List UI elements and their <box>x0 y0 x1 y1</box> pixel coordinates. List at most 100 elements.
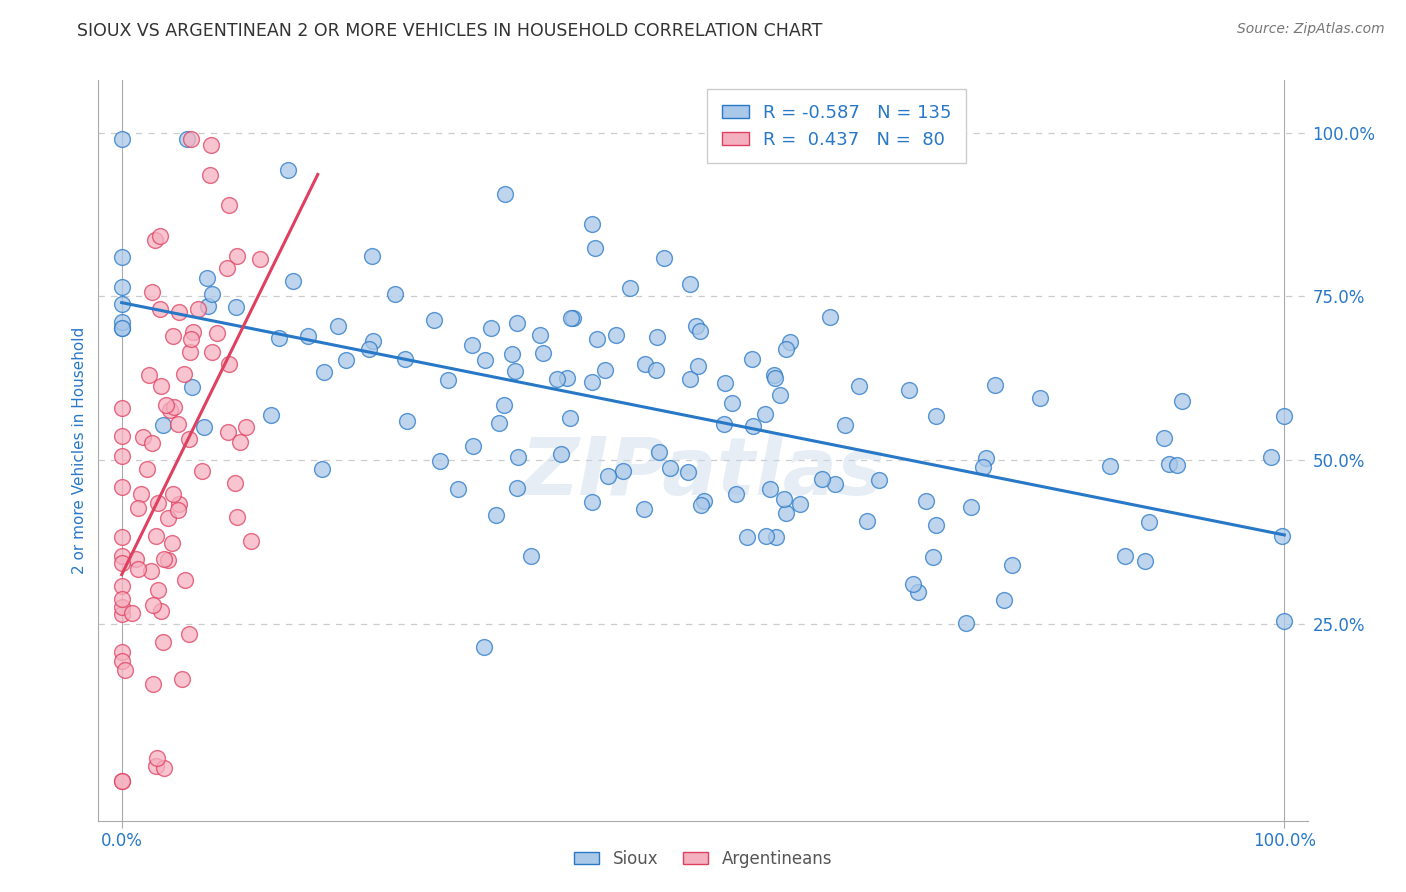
Point <box>235 420 257 434</box>
Point <box>361 334 384 349</box>
Text: ZIPatlas: ZIPatlas <box>520 434 886 512</box>
Point <box>328 318 350 333</box>
Point <box>754 407 776 421</box>
Point <box>907 585 929 599</box>
Point <box>125 551 148 566</box>
Point <box>361 249 384 263</box>
Point <box>762 368 785 382</box>
Point <box>129 487 152 501</box>
Point <box>974 451 997 466</box>
Point <box>357 342 380 356</box>
Point <box>897 384 920 398</box>
Point <box>384 287 406 301</box>
Point <box>1029 391 1052 405</box>
Point <box>789 497 811 511</box>
Legend: R = -0.587   N = 135, R =  0.437   N =  80: R = -0.587 N = 135, R = 0.437 N = 80 <box>707 89 966 163</box>
Point <box>501 347 523 361</box>
Point <box>145 529 167 543</box>
Point <box>485 508 508 523</box>
Point <box>679 372 702 386</box>
Point <box>162 329 184 343</box>
Point <box>111 449 134 463</box>
Point <box>111 280 134 294</box>
Point <box>180 332 202 346</box>
Point <box>1098 458 1121 473</box>
Point <box>581 375 603 389</box>
Point <box>152 417 174 432</box>
Point <box>143 233 166 247</box>
Point <box>1153 431 1175 445</box>
Point <box>546 372 568 386</box>
Point <box>742 419 765 434</box>
Point <box>142 677 165 691</box>
Point <box>142 598 165 612</box>
Point <box>474 353 496 368</box>
Point <box>429 454 451 468</box>
Point <box>169 497 191 511</box>
Point <box>773 492 796 507</box>
Point <box>149 604 172 618</box>
Point <box>436 373 458 387</box>
Point <box>159 402 181 417</box>
Point <box>167 305 190 319</box>
Point <box>297 328 319 343</box>
Point <box>111 401 134 415</box>
Point <box>111 592 134 607</box>
Point <box>735 530 758 544</box>
Point <box>765 530 787 544</box>
Point <box>633 501 655 516</box>
Point <box>714 376 737 391</box>
Point <box>187 301 209 316</box>
Point <box>132 430 155 444</box>
Point <box>111 549 134 564</box>
Point <box>111 132 134 146</box>
Point <box>901 577 924 591</box>
Point <box>229 435 252 450</box>
Point <box>141 285 163 300</box>
Point <box>121 606 143 620</box>
Point <box>176 132 198 146</box>
Point <box>993 593 1015 607</box>
Point <box>111 654 134 668</box>
Point <box>506 316 529 330</box>
Point <box>529 328 551 343</box>
Point <box>494 398 516 412</box>
Point <box>1001 558 1024 573</box>
Point <box>581 217 603 231</box>
Point <box>127 501 149 516</box>
Point <box>155 398 177 412</box>
Point <box>461 337 484 351</box>
Point <box>195 271 218 285</box>
Point <box>984 378 1007 392</box>
Point <box>960 500 983 514</box>
Text: Source: ZipAtlas.com: Source: ZipAtlas.com <box>1237 22 1385 37</box>
Point <box>111 579 134 593</box>
Point <box>921 549 943 564</box>
Point <box>503 364 526 378</box>
Point <box>148 582 170 597</box>
Point <box>755 529 778 543</box>
Point <box>818 310 841 324</box>
Point <box>127 562 149 576</box>
Point <box>163 400 186 414</box>
Point <box>111 320 134 334</box>
Point <box>1271 529 1294 543</box>
Point <box>658 461 681 475</box>
Point <box>146 496 169 510</box>
Point <box>111 480 134 494</box>
Point <box>581 494 603 508</box>
Point <box>472 640 495 655</box>
Point <box>848 378 870 392</box>
Point <box>1114 549 1136 564</box>
Point <box>148 229 170 244</box>
Point <box>1157 457 1180 471</box>
Point <box>162 487 184 501</box>
Point <box>721 396 744 410</box>
Point <box>531 345 554 359</box>
Point <box>111 315 134 329</box>
Point <box>181 325 204 339</box>
Point <box>1135 553 1157 567</box>
Point <box>508 450 530 465</box>
Point <box>645 330 668 344</box>
Point <box>634 357 657 371</box>
